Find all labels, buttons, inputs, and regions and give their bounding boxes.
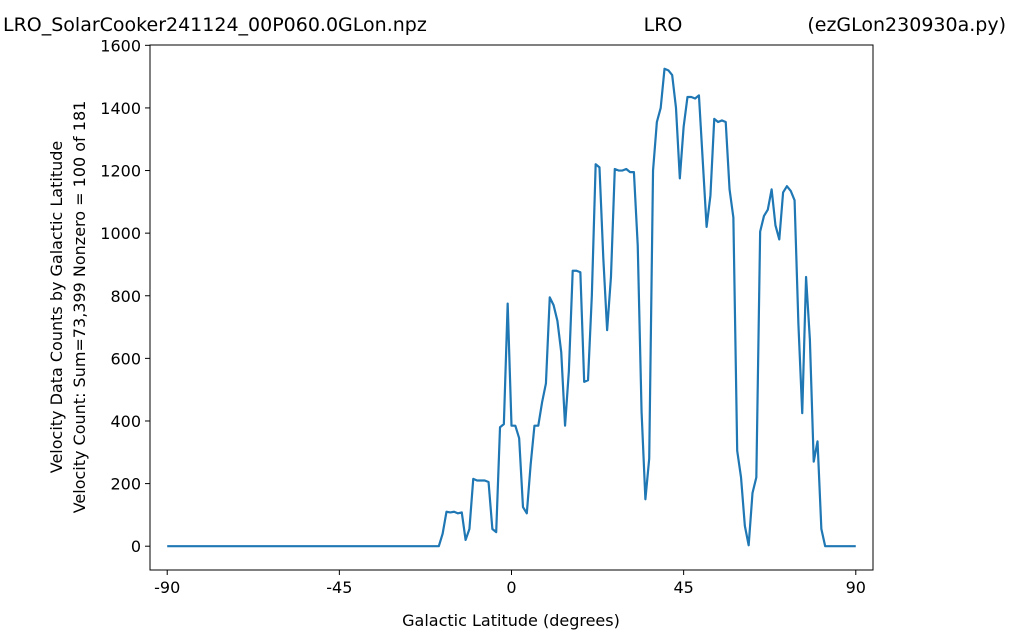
plot-frame (149, 44, 874, 571)
y-tick-label: 1400 (100, 99, 141, 118)
y-axis-label: Velocity Data Counts by Galactic Latitud… (47, 141, 66, 474)
x-tick-label: 90 (846, 578, 866, 597)
title-left: LRO_SolarCooker241124_00P060.0GLon.npz (3, 14, 427, 36)
x-axis-label: Galactic Latitude (degrees) (402, 611, 620, 630)
data-line (167, 67, 856, 548)
title-center: LRO (644, 14, 683, 36)
y-tick-label: 400 (110, 412, 141, 431)
y-tick-label: 200 (110, 475, 141, 494)
y-tick-label: 800 (110, 287, 141, 306)
y-tick-label: 600 (110, 349, 141, 368)
y-tick-label: 1000 (100, 224, 141, 243)
x-tick-label: -90 (154, 578, 180, 597)
y-tick-label: 1600 (100, 36, 141, 55)
x-tick-label: 0 (506, 578, 516, 597)
y-tick-label: 1200 (100, 162, 141, 181)
x-tick-label: -45 (326, 578, 352, 597)
x-tick-label: 45 (673, 578, 693, 597)
y-axis-label: Velocity Count: Sum=73,399 Nonzero = 100… (70, 101, 89, 514)
y-tick-label: 0 (131, 537, 141, 556)
title-right: (ezGLon230930a.py) (807, 14, 1006, 36)
